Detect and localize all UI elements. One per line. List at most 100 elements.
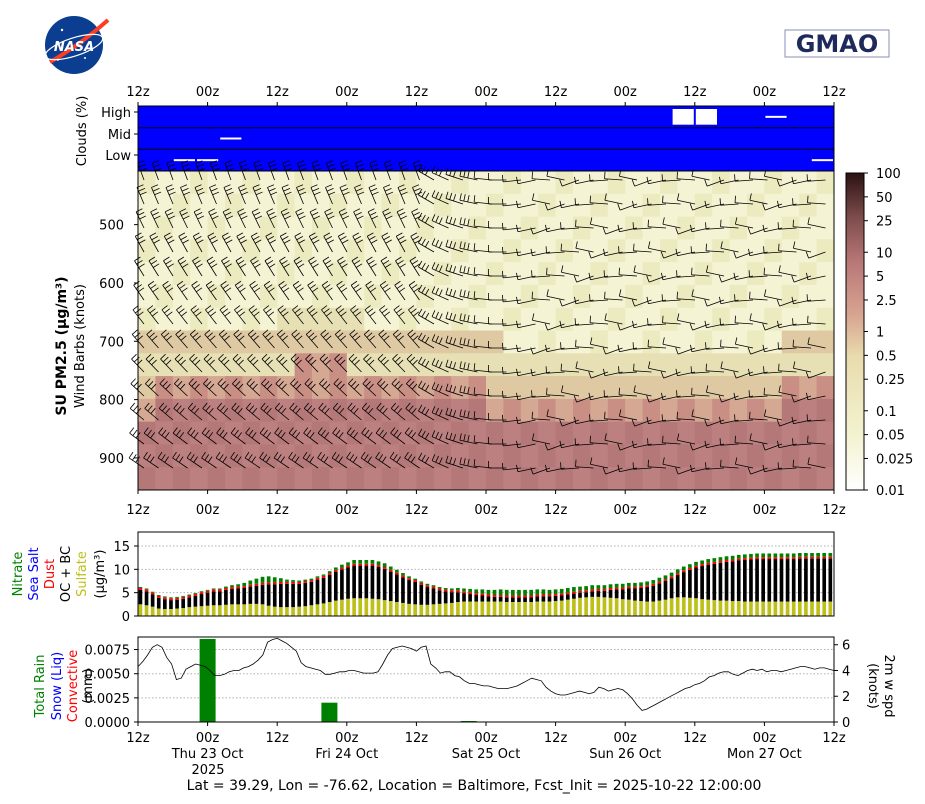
heatmap-cell <box>451 216 470 240</box>
wind-barb <box>691 394 710 397</box>
aerosol-bar-nitrate <box>382 563 387 567</box>
wind-barb-flag <box>233 454 239 461</box>
heatmap-cell <box>399 262 417 286</box>
heatmap-cell <box>520 239 539 263</box>
wind-barb-flag <box>314 167 322 171</box>
heatmap-cell <box>555 398 574 423</box>
wind-barb-flag <box>431 214 436 221</box>
wind-barb <box>303 408 319 421</box>
wind-barb-flag <box>235 256 243 262</box>
profile-ytick-label: 800 <box>99 394 124 409</box>
wind-barb-flag <box>137 311 144 317</box>
wind-barb <box>590 202 609 205</box>
wind-barb-flag <box>690 464 693 472</box>
wind-barb <box>179 211 188 229</box>
wind-barb-flag <box>407 429 413 436</box>
heatmap-cell <box>816 421 835 445</box>
aerosol-bar-sulfate <box>590 596 595 616</box>
wind-barb <box>605 467 623 475</box>
heatmap-cell <box>190 239 209 263</box>
heatmap-cell <box>538 171 557 195</box>
date-label: Fri 24 Oct <box>315 747 378 762</box>
wind-barb-flag <box>590 337 593 345</box>
wind-barb-flag <box>221 256 228 262</box>
wind-barb-flag <box>299 191 307 196</box>
aerosol-bar-nitrate <box>718 557 723 561</box>
wind-barb-flag <box>148 256 156 262</box>
wind-speed-line <box>137 637 835 711</box>
wind-barb <box>148 260 159 277</box>
time-tick-label: 00z <box>474 503 498 518</box>
wind-barb <box>764 203 783 211</box>
aerosol-bar-oc-bc <box>395 574 399 602</box>
heatmap-cell <box>277 307 296 331</box>
wind-barb-flag <box>392 353 398 360</box>
wind-barb-flag <box>281 184 289 188</box>
wind-barb <box>721 275 739 283</box>
wind-barb-flag <box>354 184 362 188</box>
wind-barb-flag <box>197 215 205 220</box>
wind-barb <box>532 199 551 205</box>
wind-barb-flag <box>382 432 388 439</box>
wind-barb-flag <box>463 218 466 226</box>
aerosol-bar-oc-bc <box>700 566 704 600</box>
heatmap-cell <box>486 239 504 263</box>
wind-barb <box>779 299 797 307</box>
heatmap-cell <box>433 284 452 309</box>
wind-barb-flag <box>234 280 242 286</box>
aerosol-bar-oc-bc <box>309 581 314 606</box>
wind-barb-flag <box>435 359 439 367</box>
aerosol-bar-dust <box>388 569 393 572</box>
wind-barb-flag <box>290 378 296 384</box>
colorbar-tick-label: 50 <box>876 191 893 206</box>
wind-barb-flag <box>154 167 162 171</box>
wind-barb-flag <box>310 260 317 265</box>
wind-barb-flag <box>399 239 407 244</box>
wind-barb-flag <box>150 407 156 414</box>
wind-barb-flag <box>342 164 349 168</box>
wind-barb-flag <box>191 280 198 286</box>
wind-barb-flag <box>335 429 341 436</box>
wind-barb-flag <box>292 305 299 311</box>
wind-barb-flag <box>355 211 362 216</box>
heatmap-cell <box>225 444 243 468</box>
wind-barb <box>321 285 333 301</box>
aerosol-bar-oc-bc <box>266 584 271 606</box>
wind-barb-flag <box>268 211 275 216</box>
heatmap-cell <box>172 307 191 331</box>
aerosol-bar-sulfate <box>718 600 723 616</box>
wind-barb <box>431 388 449 397</box>
heatmap-cell <box>364 467 383 491</box>
wind-barb-flag <box>177 256 185 262</box>
wind-barb-flag <box>210 311 217 317</box>
wind-barb-flag <box>661 392 664 400</box>
wind-barb-flag <box>164 432 170 439</box>
wind-barb-flag <box>381 308 388 314</box>
heatmap-cell <box>625 171 644 195</box>
wind-barb-flag <box>238 335 245 341</box>
aerosol-bar-oc-bc <box>614 589 619 599</box>
wind-barb-flag <box>274 427 280 434</box>
aerosol-bar-nitrate <box>773 553 778 558</box>
wind-barb-flag <box>353 383 360 390</box>
wind-barb-flag <box>449 456 453 464</box>
heatmap-cell <box>503 216 522 240</box>
wind-barb-flag <box>232 353 239 360</box>
wind-barb-flag <box>473 387 476 395</box>
aerosol-bar-sulfate <box>279 607 283 616</box>
wind-barb-flag <box>410 308 417 314</box>
wind-barb-flag <box>677 193 680 201</box>
wind-barb <box>793 443 812 446</box>
wind-barb <box>164 211 174 229</box>
wind-barb-flag <box>632 440 635 448</box>
aerosol-bar-nitrate <box>706 559 711 563</box>
wind-barb <box>445 270 464 277</box>
wind-barb <box>340 162 348 181</box>
wind-barb <box>350 309 362 325</box>
wind-barb <box>361 408 377 421</box>
wind-barb-flag <box>267 335 274 341</box>
wind-barb-flag <box>236 332 242 338</box>
wind-barb-flag <box>151 184 159 188</box>
wind-barb-flag <box>352 456 358 463</box>
